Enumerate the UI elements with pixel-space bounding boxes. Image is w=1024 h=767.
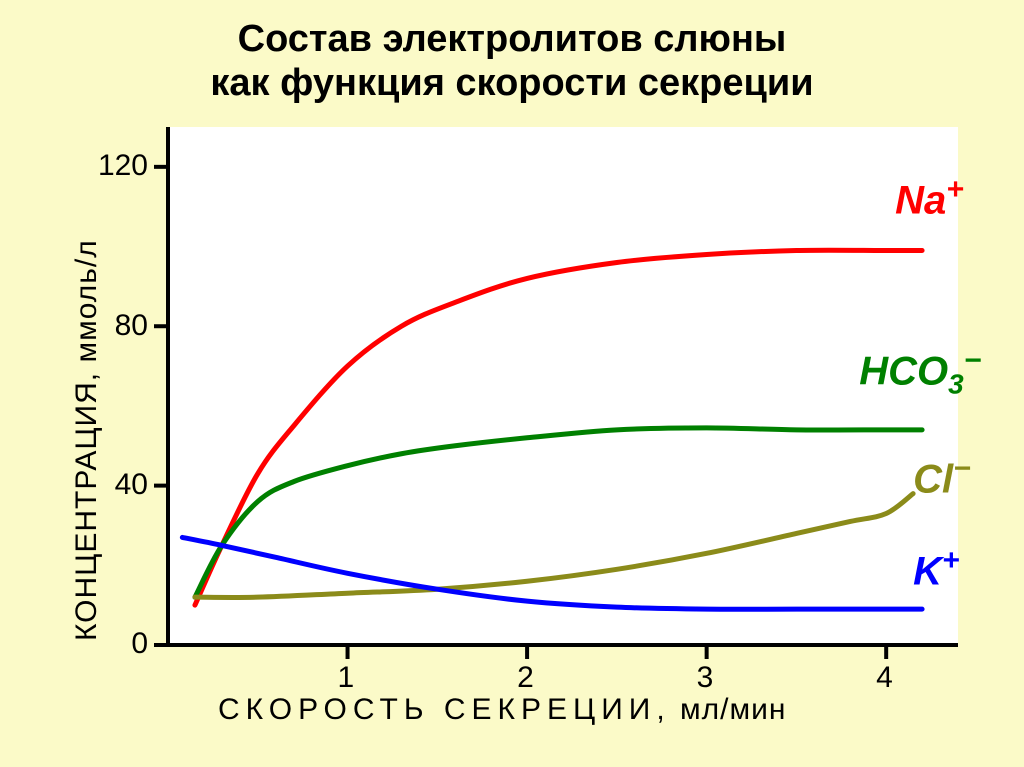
title-line-1: Состав электролитов слюны (238, 18, 787, 60)
title-line-2: как функция скорости секреции (210, 62, 813, 104)
y-tick-label: 0 (131, 627, 148, 661)
x-axis-title-part1: СКОРОСТЬ СЕКРЕЦИИ, (218, 693, 671, 726)
y-tick-label: 120 (98, 149, 148, 183)
y-axis-title-part1: КОНЦЕНТРАЦИЯ, (70, 372, 103, 641)
series-label-HCO3-: HCO3− (859, 344, 981, 400)
x-tick-label: 3 (697, 661, 714, 695)
y-tick-label: 40 (115, 468, 148, 502)
series-label-Na+: Na+ (895, 173, 964, 223)
x-tick-label: 1 (338, 661, 355, 695)
electrolyte-chart: 123404080120Na+HCO3−Cl−K+КОНЦЕНТРАЦИЯ, м… (48, 115, 978, 723)
series-label-K+: K+ (913, 544, 959, 594)
slide-title: Состав электролитов слюны как функция ск… (24, 18, 1000, 105)
series-label-Cl-: Cl− (913, 452, 971, 502)
slide: Состав электролитов слюны как функция ск… (0, 0, 1024, 767)
x-axis-title: СКОРОСТЬ СЕКРЕЦИИ, мл/мин (218, 693, 786, 727)
x-tick-label: 2 (517, 661, 534, 695)
x-axis-title-part2: мл/мин (671, 693, 787, 726)
y-tick-label: 80 (115, 309, 148, 343)
x-tick-label: 4 (876, 661, 893, 695)
chart-svg (48, 115, 978, 723)
y-axis-title: КОНЦЕНТРАЦИЯ, ммоль/л (70, 240, 104, 642)
y-axis-title-part2: ммоль/л (70, 240, 103, 373)
